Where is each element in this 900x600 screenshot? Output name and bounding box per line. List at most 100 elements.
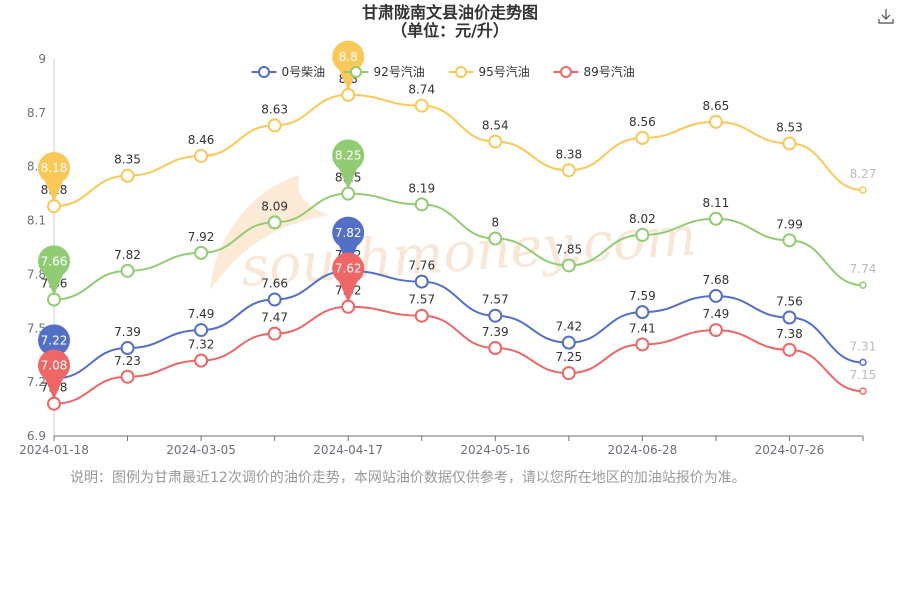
series-line: [53, 305, 864, 405]
data-point[interactable]: [708, 323, 723, 338]
data-label: 8: [491, 216, 499, 230]
data-label: 7.99: [776, 217, 803, 231]
data-point[interactable]: [194, 323, 209, 338]
data-label: 8.02: [629, 212, 656, 226]
data-point[interactable]: [120, 369, 135, 384]
pin-label: 7.62: [335, 262, 362, 276]
data-point[interactable]: [561, 163, 576, 178]
series-line: [53, 93, 864, 208]
series-line: [53, 192, 864, 301]
data-label: 8.56: [629, 115, 656, 129]
watermark-logo: [210, 175, 330, 290]
x-tick-label: 2024-06-28: [607, 443, 677, 457]
data-point[interactable]: [708, 114, 723, 129]
data-point[interactable]: [561, 335, 576, 350]
legend-label: 95号汽油: [479, 64, 530, 79]
series-line: [53, 269, 864, 380]
chart-subtitle: （单位：元/升）: [391, 21, 509, 40]
data-label: 7.49: [188, 307, 215, 321]
data-point[interactable]: [194, 148, 209, 163]
legend-swatch-marker: [560, 66, 572, 78]
extreme-value-pin: 7.08: [37, 349, 70, 400]
data-point[interactable]: [194, 245, 209, 260]
data-point[interactable]: [635, 130, 650, 145]
data-point[interactable]: [267, 215, 282, 230]
data-label: 8.38: [555, 147, 582, 161]
data-point[interactable]: [635, 305, 650, 320]
data-point[interactable]: [120, 341, 135, 356]
data-point[interactable]: [561, 366, 576, 381]
data-point[interactable]: [414, 308, 429, 323]
data-point[interactable]: [859, 281, 867, 289]
data-point[interactable]: [120, 263, 135, 278]
data-label: 8.65: [703, 99, 730, 113]
data-point[interactable]: [635, 337, 650, 352]
data-label: 7.41: [629, 321, 656, 335]
data-point[interactable]: [859, 186, 867, 194]
pin-label: 8.18: [41, 161, 68, 175]
data-point[interactable]: [267, 292, 282, 307]
data-label: 8.27: [850, 167, 877, 181]
data-point[interactable]: [561, 258, 576, 273]
data-label: 7.42: [555, 320, 582, 334]
download-icon[interactable]: [876, 6, 896, 26]
x-tick-label: 2024-03-05: [166, 443, 236, 457]
data-label: 7.39: [114, 325, 141, 339]
pin-marker: [332, 139, 365, 190]
data-point[interactable]: [782, 233, 797, 248]
x-tick-label: 2024-07-26: [755, 443, 825, 457]
data-point[interactable]: [414, 274, 429, 289]
data-point[interactable]: [120, 168, 135, 183]
extreme-value-pin: 7.22: [37, 324, 70, 375]
data-point[interactable]: [635, 227, 650, 242]
legend-item[interactable]: 95号汽油: [448, 64, 530, 79]
x-tick-label: 2024-05-16: [460, 443, 530, 457]
data-label: 7.59: [629, 289, 656, 303]
pin-label: 7.22: [41, 334, 68, 348]
chart-title: 甘肃陇南文县油价走势图: [361, 3, 538, 22]
data-point[interactable]: [782, 342, 797, 357]
data-label: 7.31: [850, 339, 877, 353]
pin-marker: [37, 349, 70, 400]
extreme-value-pin: 7.66: [37, 245, 70, 296]
data-label: 7.57: [408, 293, 435, 307]
legend-label: 89号汽油: [584, 64, 635, 79]
legend-label: 92号汽油: [374, 64, 425, 79]
data-point[interactable]: [194, 353, 209, 368]
legend-item[interactable]: 92号汽油: [343, 64, 425, 79]
extreme-value-pin: 8.18: [37, 151, 70, 203]
data-label: 8.11: [703, 196, 730, 210]
data-label: 8.19: [408, 181, 435, 195]
legend-item[interactable]: 0号柴油: [251, 65, 326, 79]
data-label: 7.92: [188, 230, 215, 244]
data-point[interactable]: [414, 98, 429, 113]
data-point[interactable]: [488, 231, 503, 246]
data-point[interactable]: [267, 118, 282, 133]
data-label: 7.32: [188, 338, 215, 352]
data-point[interactable]: [708, 288, 723, 303]
pin-label: 7.08: [41, 359, 68, 373]
pin-marker: [37, 245, 70, 296]
legend-swatch-marker: [258, 66, 270, 78]
data-point[interactable]: [488, 308, 503, 323]
data-label: 7.76: [408, 259, 435, 273]
data-point[interactable]: [859, 387, 867, 395]
pin-marker: [332, 216, 365, 267]
y-tick-label: 6.9: [27, 429, 46, 443]
data-point[interactable]: [414, 197, 429, 212]
data-point[interactable]: [488, 341, 503, 356]
data-label: 7.39: [482, 325, 509, 339]
data-point[interactable]: [267, 326, 282, 341]
data-label: 7.49: [703, 307, 730, 321]
data-point[interactable]: [488, 134, 503, 149]
extreme-value-pin: 7.82: [332, 216, 365, 267]
data-point[interactable]: [708, 211, 723, 226]
data-label: 7.74: [850, 262, 877, 276]
data-point[interactable]: [782, 310, 797, 325]
data-point[interactable]: [859, 358, 867, 367]
data-point[interactable]: [782, 136, 797, 151]
data-label: 8.74: [408, 83, 435, 97]
data-label: 7.15: [850, 368, 877, 382]
x-tick-label: 2024-04-17: [313, 443, 383, 457]
legend-item[interactable]: 89号汽油: [553, 64, 635, 79]
